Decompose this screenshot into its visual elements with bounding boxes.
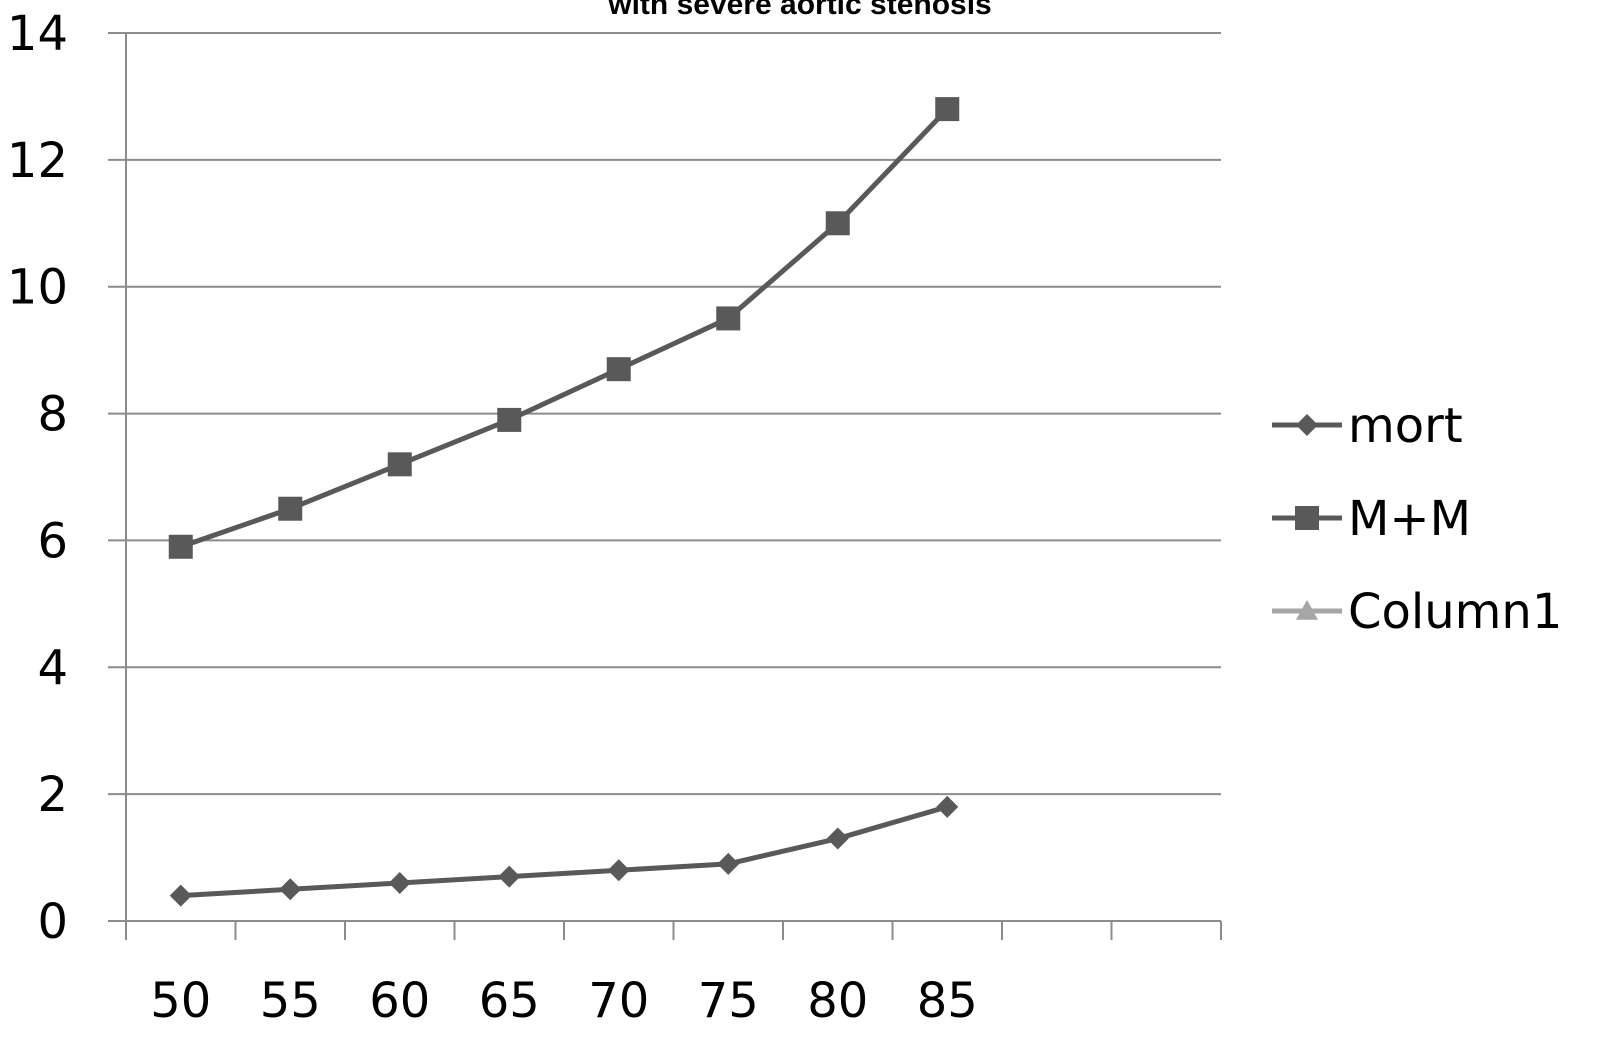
x-tick-label: 65 <box>479 973 540 1029</box>
data-point <box>498 865 521 888</box>
legend-marker <box>1296 414 1318 436</box>
axes <box>108 32 1222 940</box>
data-point <box>716 306 741 331</box>
x-tick-label: 60 <box>369 973 430 1029</box>
y-tick-label: 10 <box>7 260 68 316</box>
legend-label: Column1 <box>1348 584 1562 640</box>
legend-label: M+M <box>1348 491 1471 547</box>
y-tick-label: 4 <box>37 640 68 696</box>
y-tick-label: 14 <box>7 6 68 62</box>
data-point <box>935 97 960 122</box>
data-point <box>497 407 522 432</box>
x-tick-label: 50 <box>150 973 211 1029</box>
legend-marker <box>1295 506 1319 530</box>
data-point <box>278 496 303 521</box>
data-point <box>606 357 631 382</box>
x-tick-label: 85 <box>917 973 978 1029</box>
x-tick-label: 80 <box>807 973 868 1029</box>
data-point <box>169 884 192 907</box>
series-layer <box>168 97 960 907</box>
chart-title: with severe aortic stenosis <box>607 0 992 21</box>
tick-labels: 0 2 4 6 8 10 12 14 50 55 60 65 70 75 80 85 <box>7 6 978 1029</box>
data-point <box>168 534 193 559</box>
x-tick-label: 75 <box>698 973 759 1029</box>
data-point <box>387 452 412 477</box>
legend: mort M+M Column1 <box>1272 398 1562 640</box>
x-tick-label: 55 <box>260 973 321 1029</box>
series-line-m-m <box>179 107 950 550</box>
data-point <box>607 859 630 882</box>
data-point <box>826 827 849 850</box>
data-point <box>279 878 302 901</box>
gridlines <box>126 32 1221 796</box>
y-tick-label: 6 <box>37 513 68 569</box>
y-tick-label: 12 <box>7 133 68 189</box>
data-point <box>825 211 850 236</box>
data-point <box>717 852 740 875</box>
y-tick-label: 2 <box>37 767 68 823</box>
legend-marker <box>1296 600 1318 620</box>
data-point <box>388 871 411 894</box>
y-tick-label: 8 <box>37 387 68 443</box>
x-tick-label: 70 <box>588 973 649 1029</box>
data-point <box>936 795 959 818</box>
y-tick-label: 0 <box>37 894 68 950</box>
legend-label: mort <box>1348 398 1463 454</box>
series-line-mort <box>180 804 948 899</box>
